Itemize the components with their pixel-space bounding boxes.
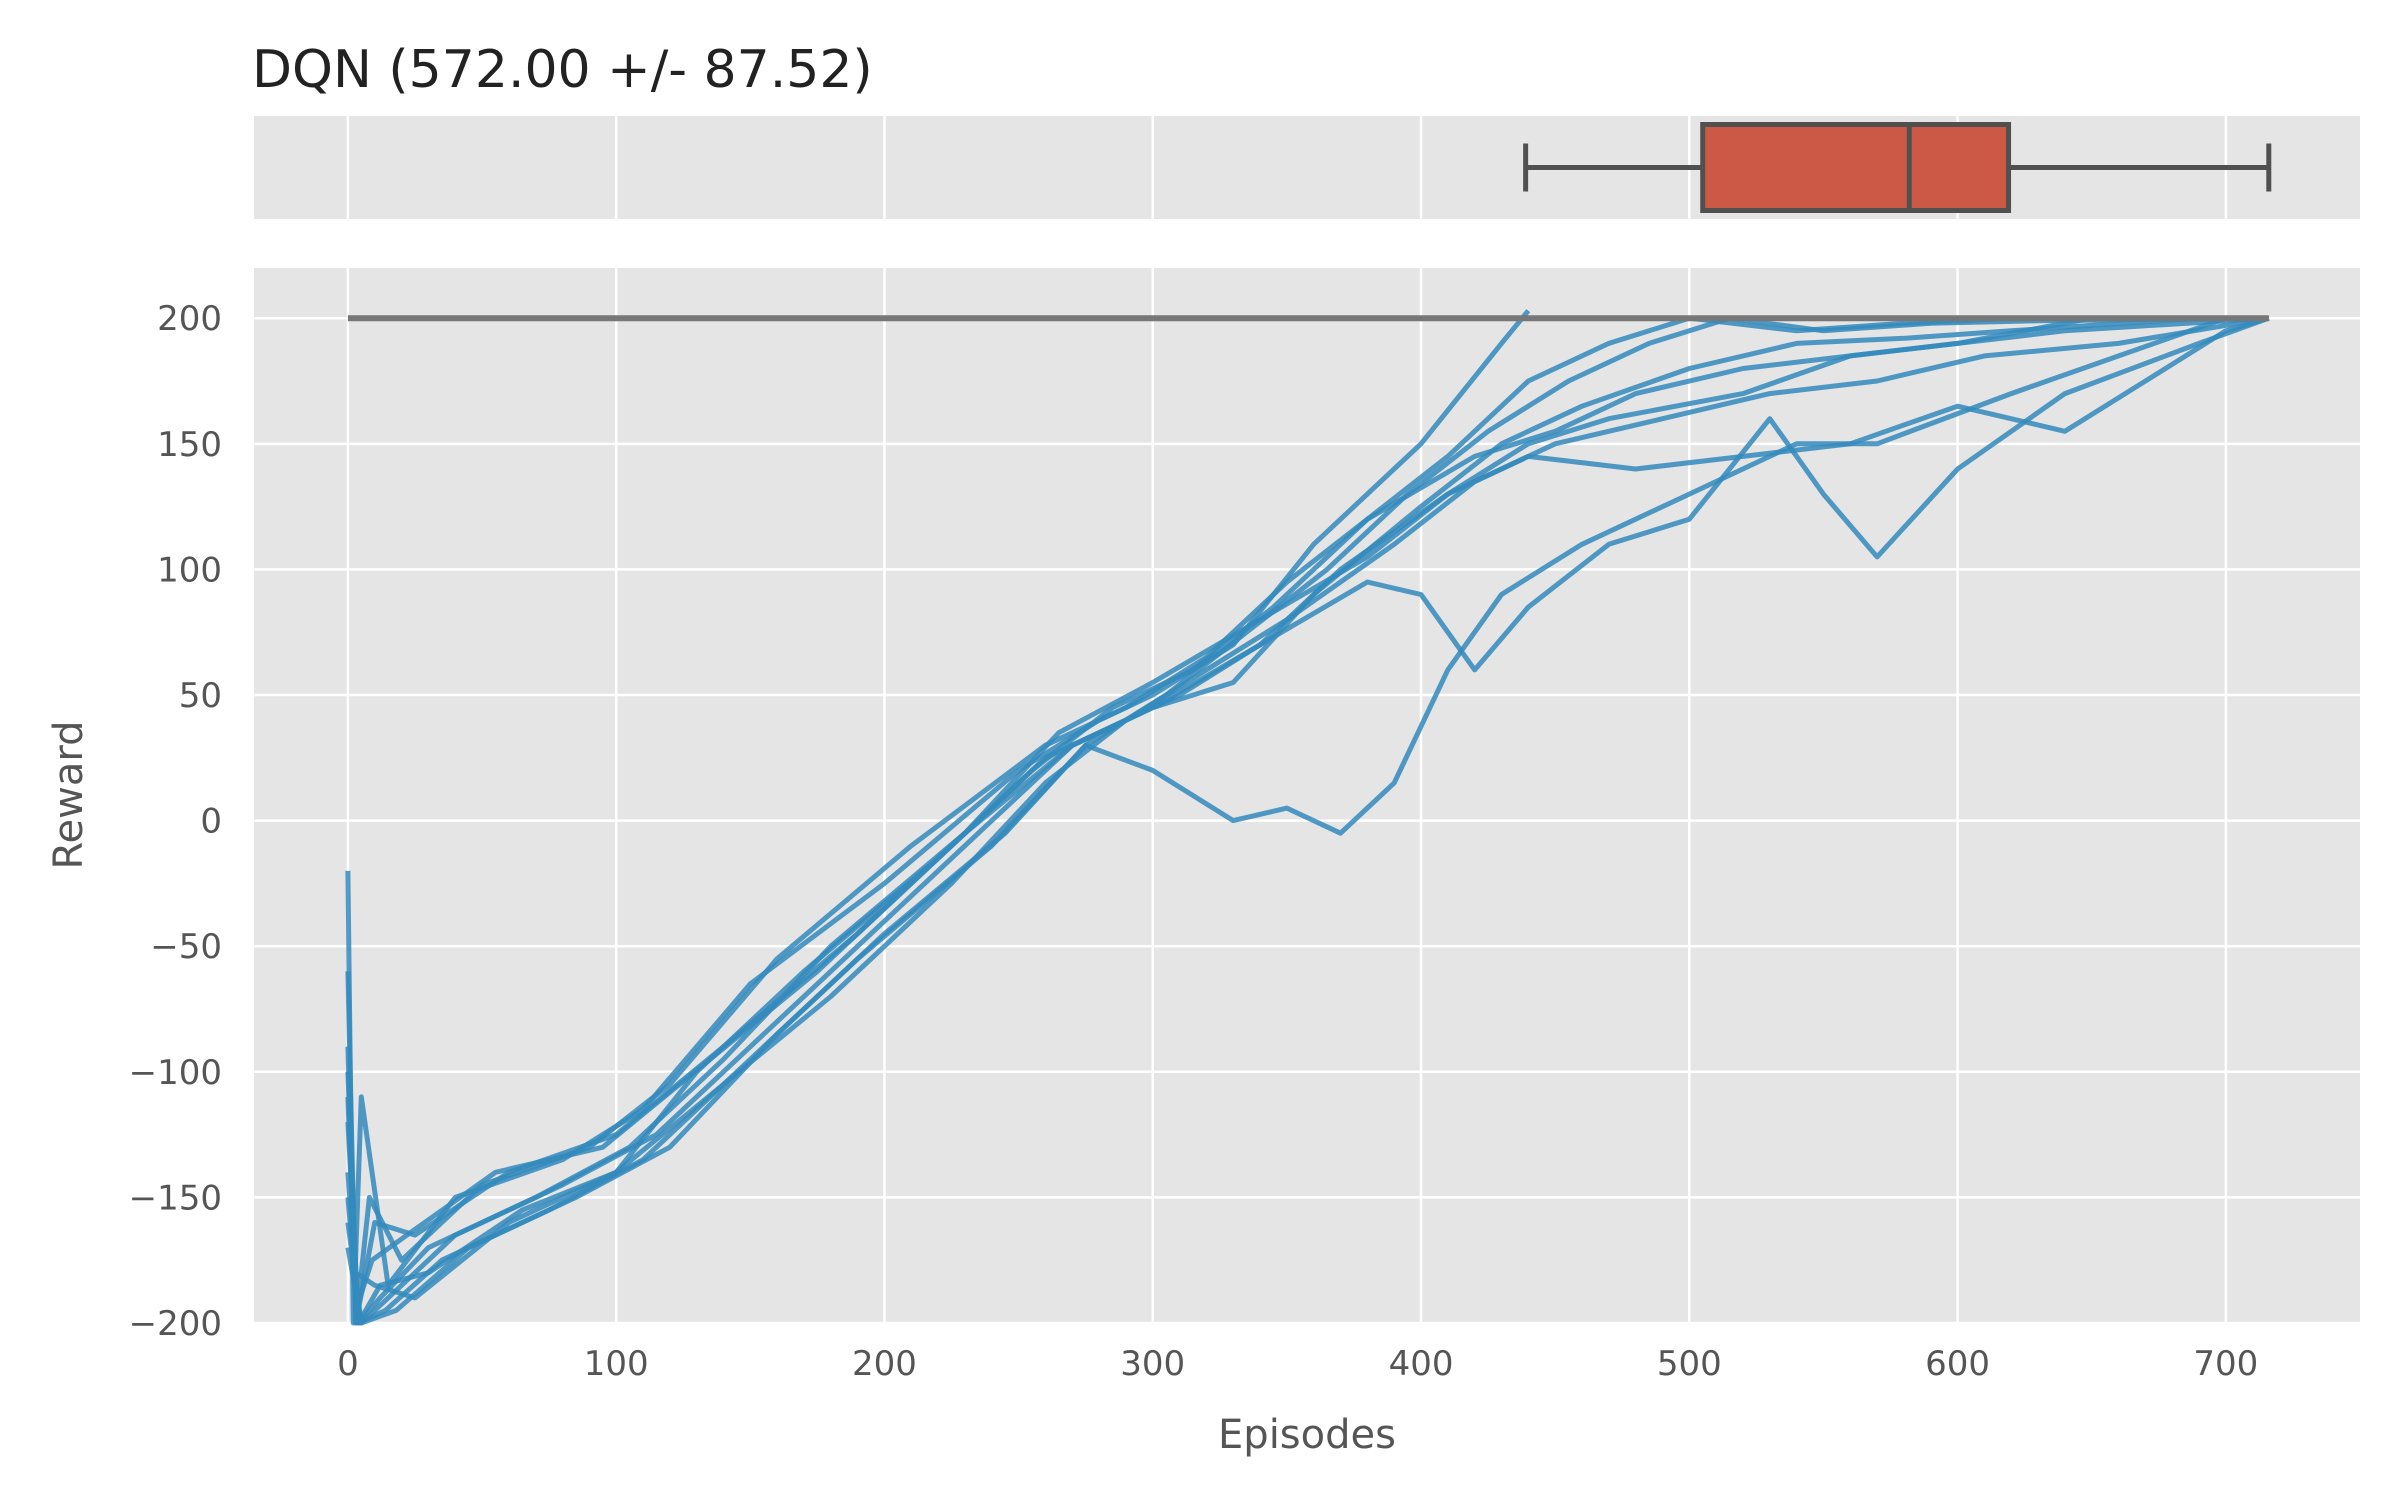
y-tick-label: 100 bbox=[157, 550, 222, 590]
boxplot-box bbox=[1700, 122, 2012, 213]
x-tick-label: 500 bbox=[1657, 1344, 1722, 1384]
y-tick-label: −150 bbox=[129, 1178, 222, 1218]
x-tick-label: 400 bbox=[1389, 1344, 1454, 1384]
y-tick-label: −50 bbox=[150, 927, 222, 967]
series-line bbox=[345, 315, 2270, 1326]
x-axis-label: Episodes bbox=[1218, 1412, 1396, 1458]
boxplot bbox=[1523, 122, 2272, 213]
y-tick-label: −200 bbox=[129, 1304, 222, 1344]
y-tick-label: 50 bbox=[179, 676, 222, 716]
boxplot-panel bbox=[254, 116, 2360, 219]
series-line bbox=[345, 315, 2269, 1313]
x-tick-label: 100 bbox=[584, 1344, 649, 1384]
y-axis-label: Reward bbox=[46, 721, 92, 870]
plot-area bbox=[254, 268, 2360, 1326]
y-tick-label: 150 bbox=[157, 425, 222, 465]
series-line bbox=[345, 315, 2017, 1326]
x-tick-label: 700 bbox=[2193, 1344, 2258, 1384]
y-tick-label: 0 bbox=[200, 802, 222, 842]
series-line bbox=[345, 315, 2269, 1326]
x-tick-label: 300 bbox=[1120, 1344, 1185, 1384]
y-tick-labels: −200 −150 −100 −50 0 50 100 150 200 bbox=[129, 299, 222, 1344]
chart-title: DQN (572.00 +/- 87.52) bbox=[252, 40, 873, 100]
x-tick-label: 600 bbox=[1925, 1344, 1990, 1384]
x-tick-label: 0 bbox=[337, 1344, 359, 1384]
series-lines bbox=[345, 309, 2270, 1326]
x-tick-label: 200 bbox=[852, 1344, 917, 1384]
y-tick-label: 200 bbox=[157, 299, 222, 339]
x-tick-labels: 0 100 200 300 400 500 600 700 bbox=[337, 1344, 2258, 1384]
y-tick-label: −100 bbox=[129, 1053, 222, 1093]
series-line bbox=[345, 315, 2270, 1326]
